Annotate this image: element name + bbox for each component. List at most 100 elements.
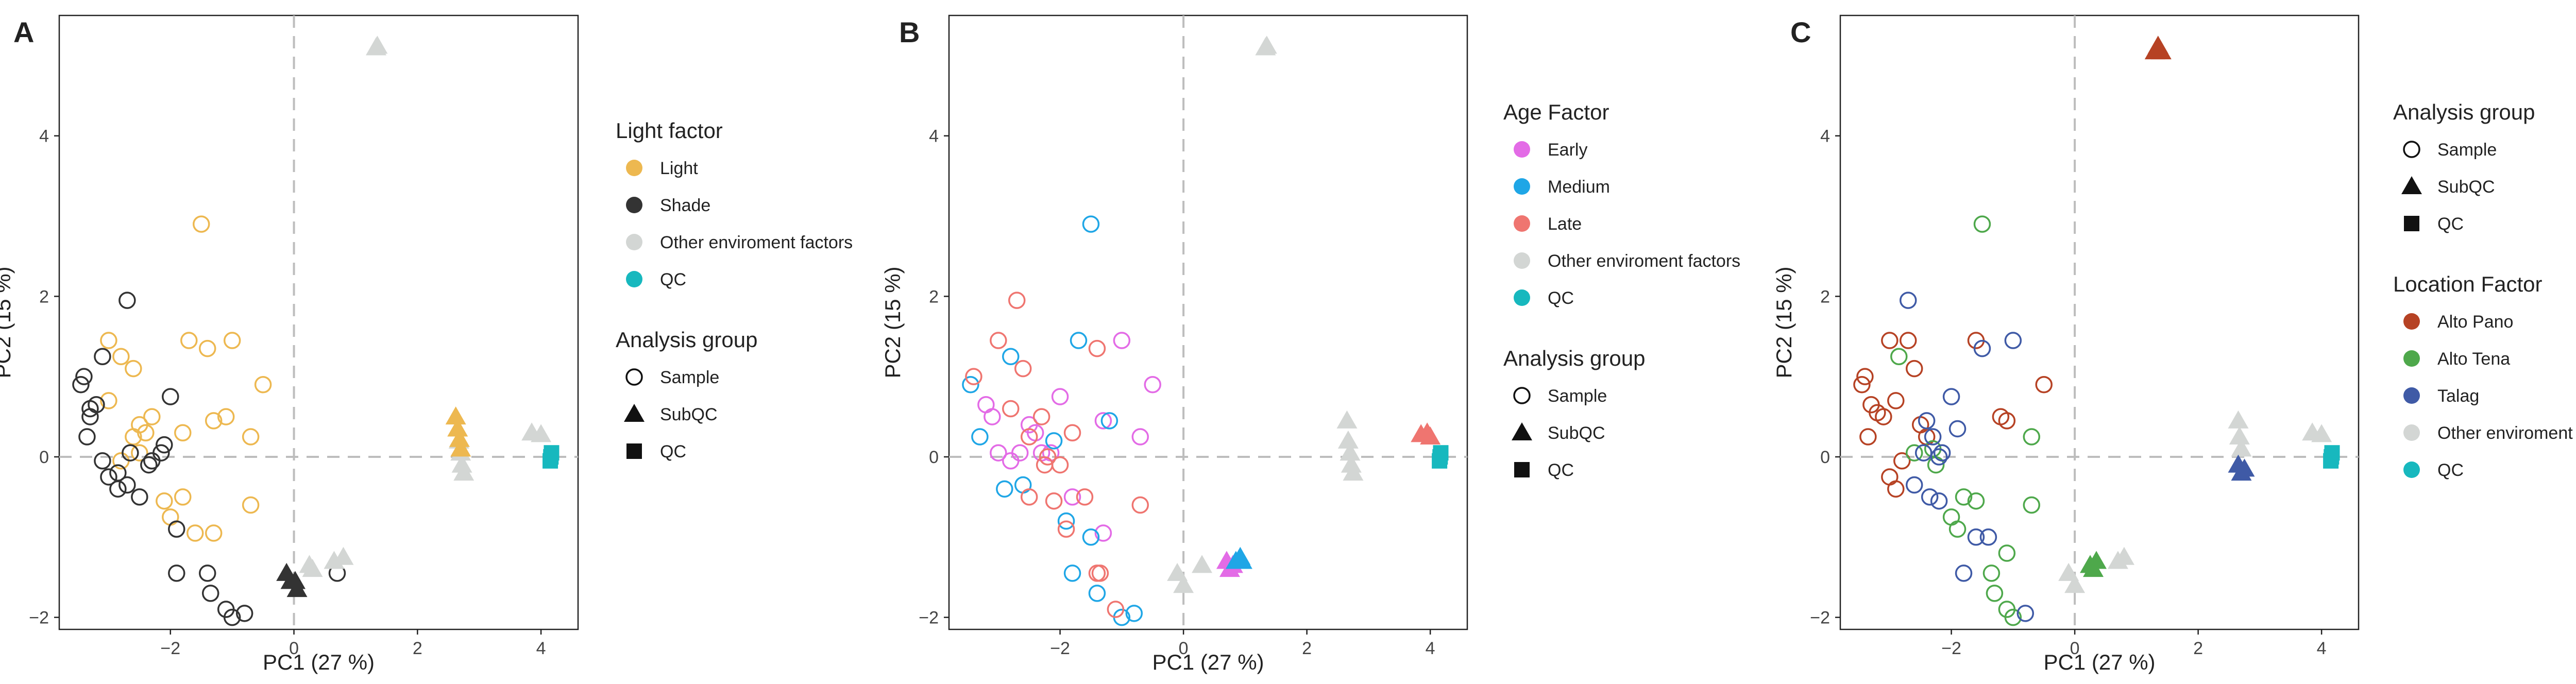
legend-title: Analysis group (2393, 100, 2535, 124)
x-axis-label: PC1 (27 %) (1152, 650, 1264, 674)
data-point-open-circle (1113, 332, 1131, 349)
legend-label: Sample (2437, 140, 2497, 160)
data-point-open-circle (254, 376, 272, 394)
data-point-open-circle (94, 348, 111, 365)
x-tick-label: 0 (289, 639, 299, 658)
data-point-triangle (2064, 575, 2086, 593)
panel-letter: A (13, 16, 34, 48)
data-point-open-circle (242, 496, 260, 514)
data-point-square (2324, 449, 2340, 465)
data-point-open-circle (1859, 428, 1877, 446)
data-point-open-circle (81, 408, 99, 425)
data-point-triangle (1192, 555, 1213, 573)
data-point-open-circle (122, 444, 139, 461)
data-point-open-circle (118, 292, 136, 309)
data-point-open-circle (131, 444, 148, 461)
data-point-open-circle (140, 456, 158, 474)
data-point-open-circle (118, 476, 136, 494)
y-tick-label: 0 (39, 448, 49, 467)
legend-key-circle (2403, 350, 2420, 367)
data-point-open-circle (131, 488, 148, 506)
data-point-open-circle (1100, 412, 1118, 430)
data-point-open-circle (1020, 428, 1038, 446)
data-point-open-circle (162, 388, 179, 405)
data-point-open-circle (186, 524, 204, 542)
data-point-open-circle (143, 452, 161, 470)
legend-label: Sample (660, 368, 719, 387)
data-point-open-circle (1014, 476, 1032, 494)
data-point-open-circle (2004, 608, 2022, 626)
data-point-open-circle (1905, 444, 1923, 461)
data-point-open-circle (1973, 339, 1991, 357)
legend-label: Talag (2437, 386, 2479, 406)
x-tick-label: 2 (2193, 639, 2203, 658)
y-tick-label: 2 (39, 287, 49, 306)
data-point-triangle (453, 463, 474, 481)
legend-label: Light (660, 159, 698, 178)
legend-key-square (2404, 216, 2419, 231)
data-point-open-circle (1948, 520, 1967, 538)
legend-label: Medium (1548, 177, 1610, 197)
data-point-open-circle (1967, 528, 1985, 546)
legend-label: Shade (660, 196, 710, 215)
legend-label: SubQC (2437, 177, 2495, 197)
legend-label: QC (1548, 460, 1574, 480)
data-point-open-circle (156, 436, 173, 454)
data-point-open-circle (156, 492, 173, 510)
legend-key-circle (1514, 141, 1530, 158)
legend-label: QC (2437, 214, 2464, 234)
legend-key-circle (2403, 387, 2420, 404)
y-tick-label: 4 (1820, 127, 1830, 146)
data-point-open-circle (1914, 444, 1933, 461)
data-point-open-circle (174, 424, 192, 441)
data-point-open-circle (1921, 488, 1939, 506)
y-tick-label: 4 (39, 127, 49, 146)
x-axis-label: PC1 (27 %) (263, 650, 375, 674)
legend-key-circle (626, 160, 642, 176)
data-point-open-circle (1979, 528, 1997, 546)
legend-label: Other enviroment factors (2437, 423, 2576, 443)
data-point-triangle (2228, 410, 2249, 429)
data-point-open-circle (1091, 565, 1109, 582)
data-point-open-circle (201, 585, 219, 602)
data-point-open-circle (1020, 488, 1038, 506)
data-point-triangle (450, 438, 471, 457)
data-point-triangle (302, 559, 323, 577)
data-point-open-circle (1955, 565, 1973, 582)
data-point-open-circle (990, 332, 1007, 349)
data-point-open-circle (72, 376, 90, 394)
data-point-open-circle (168, 565, 185, 582)
data-point-open-circle (1881, 468, 1899, 486)
x-axis-label: PC1 (27 %) (2043, 650, 2155, 674)
data-point-open-circle (223, 608, 241, 626)
data-point-open-circle (1131, 428, 1149, 446)
data-point-open-circle (1930, 448, 1948, 466)
legend-key-triangle (1512, 422, 1532, 440)
data-point-open-circle (1973, 215, 1991, 233)
legend-key-triangle (2401, 176, 2422, 194)
legend-key-circle (1514, 178, 1530, 195)
data-point-open-circle (1076, 488, 1094, 506)
data-point-open-circle (2023, 496, 2041, 514)
plot-frame (58, 14, 579, 630)
data-point-open-circle (1887, 480, 1905, 498)
data-point-open-circle (1982, 565, 2001, 582)
data-point-open-circle (1986, 585, 2004, 602)
data-point-open-circle (94, 452, 111, 470)
x-tick-label: 2 (1302, 639, 1312, 658)
data-point-triangle (449, 429, 470, 447)
plot-frame (948, 14, 1468, 630)
data-point-open-circle (1875, 408, 1892, 425)
data-point-open-circle (1088, 585, 1106, 602)
x-tick-label: 0 (2070, 639, 2080, 658)
data-point-open-circle (1125, 605, 1143, 622)
panel-letter: C (1790, 16, 1811, 48)
legend-label: Alto Pano (2437, 312, 2513, 332)
data-point-triangle (2234, 458, 2255, 477)
data-point-open-circle (112, 348, 130, 365)
data-point-open-circle (1094, 412, 1112, 430)
data-point-open-circle (180, 332, 198, 349)
legend-title: Light factor (616, 118, 723, 143)
data-point-open-circle (1144, 376, 1161, 394)
